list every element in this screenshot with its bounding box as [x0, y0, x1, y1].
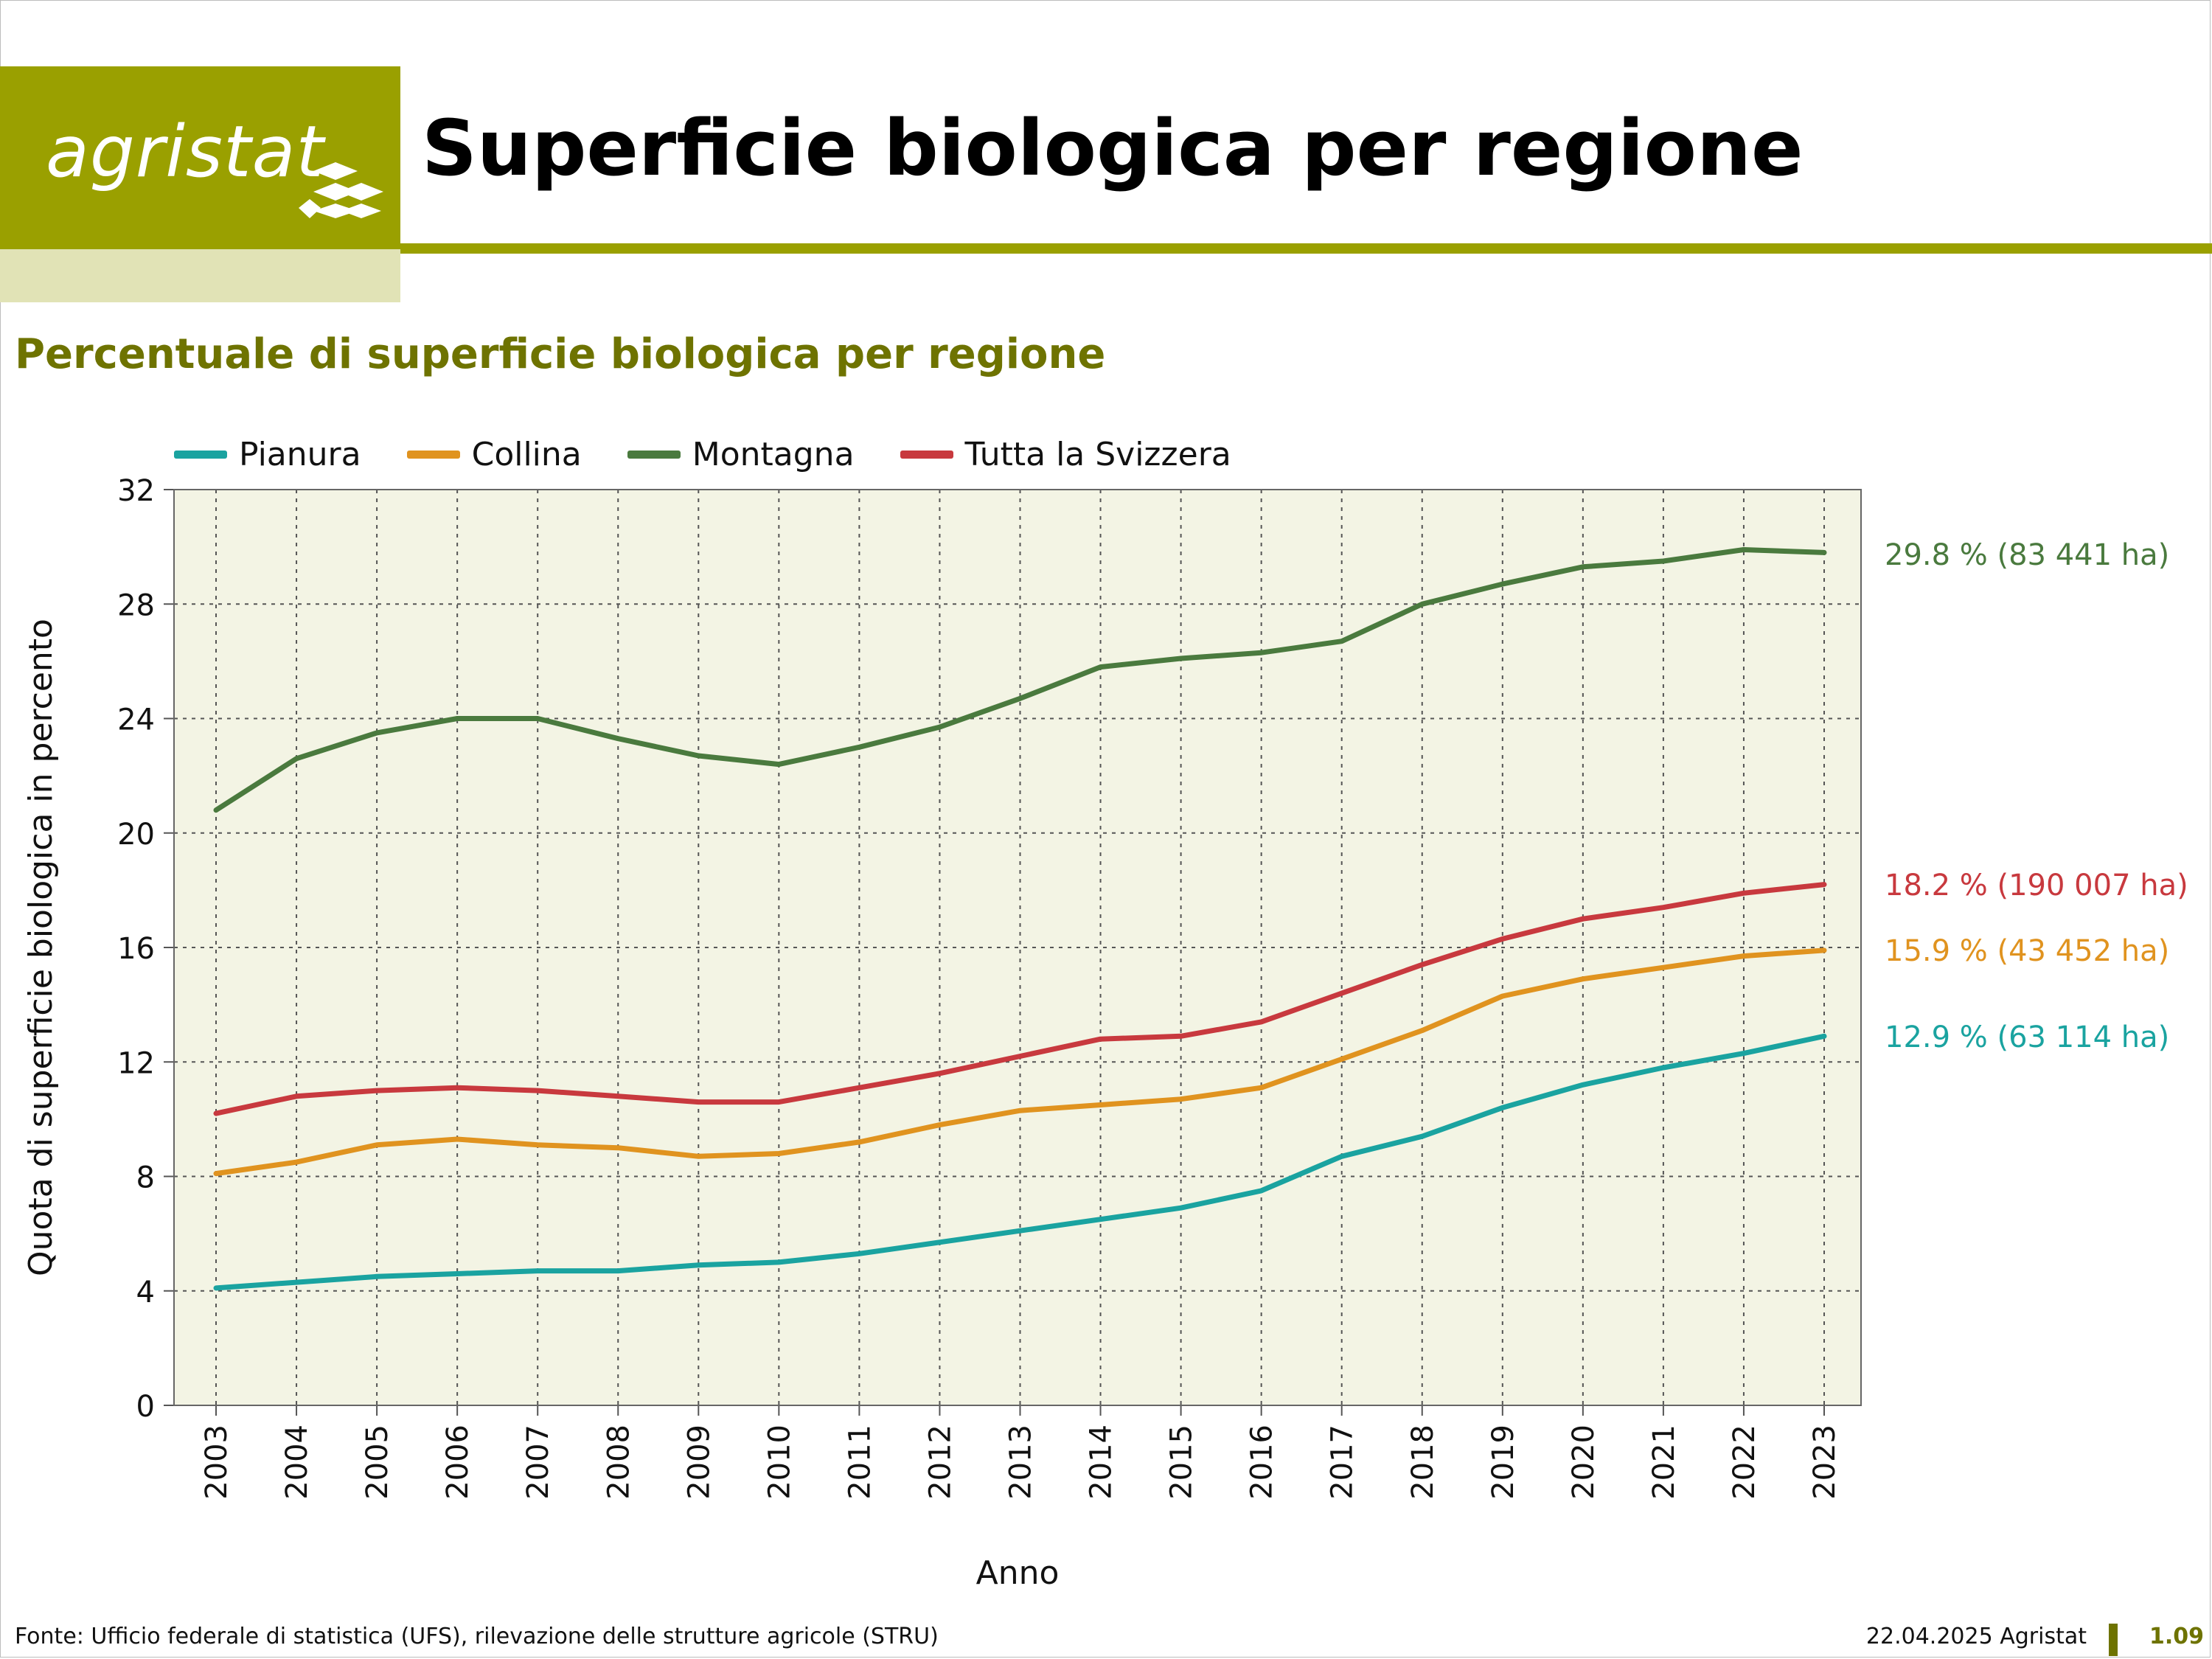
x-tick-label: 2021: [1647, 1425, 1681, 1500]
series-line-collina: [213, 947, 1827, 1177]
y-tick-label: 32: [117, 474, 155, 508]
x-tick-label: 2007: [521, 1425, 555, 1500]
end-value-label: 29.8 % (83 441 ha): [1885, 538, 2169, 572]
y-tick-label: 8: [136, 1161, 155, 1195]
x-tick-label: 2014: [1085, 1425, 1119, 1500]
series-line-pianura: [213, 1033, 1827, 1291]
y-tick-label: 20: [117, 818, 155, 852]
x-axis-title: Anno: [976, 1554, 1060, 1592]
footer-marker: [2109, 1624, 2118, 1656]
legend-item-montagna: Montagna: [627, 436, 855, 473]
x-tick-label: 2008: [602, 1425, 636, 1500]
x-tick-label: 2011: [843, 1425, 877, 1500]
x-tick-label: 2004: [280, 1425, 314, 1500]
legend-swatch: [900, 450, 953, 459]
legend-label: Collina: [471, 435, 582, 473]
logo-accent-band: [0, 249, 400, 302]
legend-item-pianura: Pianura: [174, 436, 361, 473]
logo-block: [0, 66, 400, 249]
x-tick-label: 2016: [1245, 1425, 1279, 1500]
legend-swatch: [406, 450, 460, 459]
x-tick-label: 2019: [1486, 1425, 1520, 1500]
chart-legend: Pianura Collina Montagna Tutta la Svizze…: [174, 434, 1277, 475]
legend-item-tutta-la-svizzera: Tutta la Svizzera: [900, 436, 1231, 473]
footer-date: 22.04.2025 Agristat: [1865, 1624, 2087, 1649]
end-value-label: 18.2 % (190 007 ha): [1885, 869, 2188, 902]
x-tick-label: 2015: [1165, 1425, 1199, 1500]
agristat-logo-text: agristat: [46, 111, 325, 193]
x-tick-label: 2023: [1808, 1425, 1842, 1500]
x-tick-label: 2018: [1406, 1425, 1440, 1500]
agristat-logo-icon: [299, 162, 383, 218]
legend-swatch: [627, 450, 681, 459]
x-tick-label: 2013: [1004, 1425, 1038, 1500]
chart-subtitle: Percentuale di superficie biologica per …: [15, 330, 1106, 378]
y-tick-label: 24: [117, 703, 155, 737]
x-tick-label: 2009: [682, 1425, 716, 1500]
plot-border: [173, 489, 1862, 1406]
y-axis-title: Quota di superficie biologica in percent…: [22, 619, 60, 1276]
series-line-tutta-la-svizzera: [213, 882, 1827, 1116]
y-tick-label: 4: [136, 1276, 155, 1310]
x-tick-label: 2003: [200, 1425, 234, 1500]
header-rule: [400, 243, 2212, 254]
x-tick-label: 2010: [762, 1425, 796, 1500]
end-value-label: 12.9 % (63 114 ha): [1885, 1020, 2169, 1054]
x-tick-label: 2006: [441, 1425, 475, 1500]
x-tick-label: 2022: [1728, 1425, 1761, 1500]
legend-item-collina: Collina: [406, 435, 582, 473]
legend-label: Montagna: [692, 435, 855, 473]
page-title: Superficie biologica per regione: [422, 103, 1804, 193]
x-tick-label: 2005: [361, 1425, 394, 1500]
y-tick-label: 28: [117, 588, 155, 622]
source-note: Fonte: Ufficio federale di statistica (U…: [15, 1624, 939, 1649]
y-tick-label: 0: [136, 1390, 155, 1424]
y-tick-label: 16: [117, 932, 155, 966]
x-tick-label: 2017: [1326, 1425, 1360, 1500]
legend-label: Tutta la Svizzera: [964, 435, 1231, 473]
x-tick-label: 2012: [923, 1425, 957, 1500]
legend-swatch: [174, 450, 227, 459]
series-line-montagna: [213, 547, 1827, 813]
page-number: 1.09: [2149, 1624, 2205, 1649]
legend-label: Pianura: [239, 435, 361, 473]
end-value-label: 15.9 % (43 452 ha): [1885, 934, 2169, 968]
y-tick-label: 12: [117, 1046, 155, 1080]
x-tick-label: 2020: [1567, 1425, 1601, 1500]
